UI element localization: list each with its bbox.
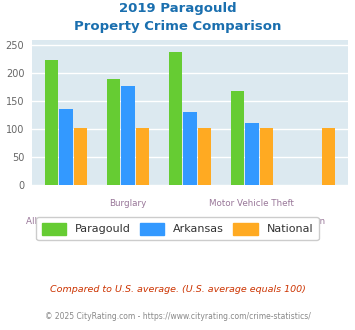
Text: © 2025 CityRating.com - https://www.cityrating.com/crime-statistics/: © 2025 CityRating.com - https://www.city… xyxy=(45,312,310,321)
Legend: Paragould, Arkansas, National: Paragould, Arkansas, National xyxy=(36,217,319,240)
Text: Motor Vehicle Theft: Motor Vehicle Theft xyxy=(209,199,294,208)
Text: Property Crime Comparison: Property Crime Comparison xyxy=(74,20,281,33)
Bar xyxy=(136,128,149,185)
Bar xyxy=(106,79,120,185)
Bar xyxy=(260,128,273,185)
Text: All Property Crime: All Property Crime xyxy=(26,217,106,226)
Bar xyxy=(59,109,73,185)
Bar xyxy=(322,128,335,185)
Bar xyxy=(245,123,259,185)
Text: Arson: Arson xyxy=(301,217,326,226)
Bar xyxy=(198,128,211,185)
Bar xyxy=(121,86,135,185)
Bar xyxy=(74,128,87,185)
Bar xyxy=(169,52,182,185)
Text: 2019 Paragould: 2019 Paragould xyxy=(119,2,236,15)
Bar xyxy=(230,91,244,185)
Bar xyxy=(45,60,58,185)
Text: Burglary: Burglary xyxy=(109,199,147,208)
Bar xyxy=(183,112,197,185)
Text: Compared to U.S. average. (U.S. average equals 100): Compared to U.S. average. (U.S. average … xyxy=(50,285,305,294)
Text: Larceny & Theft: Larceny & Theft xyxy=(155,217,225,226)
